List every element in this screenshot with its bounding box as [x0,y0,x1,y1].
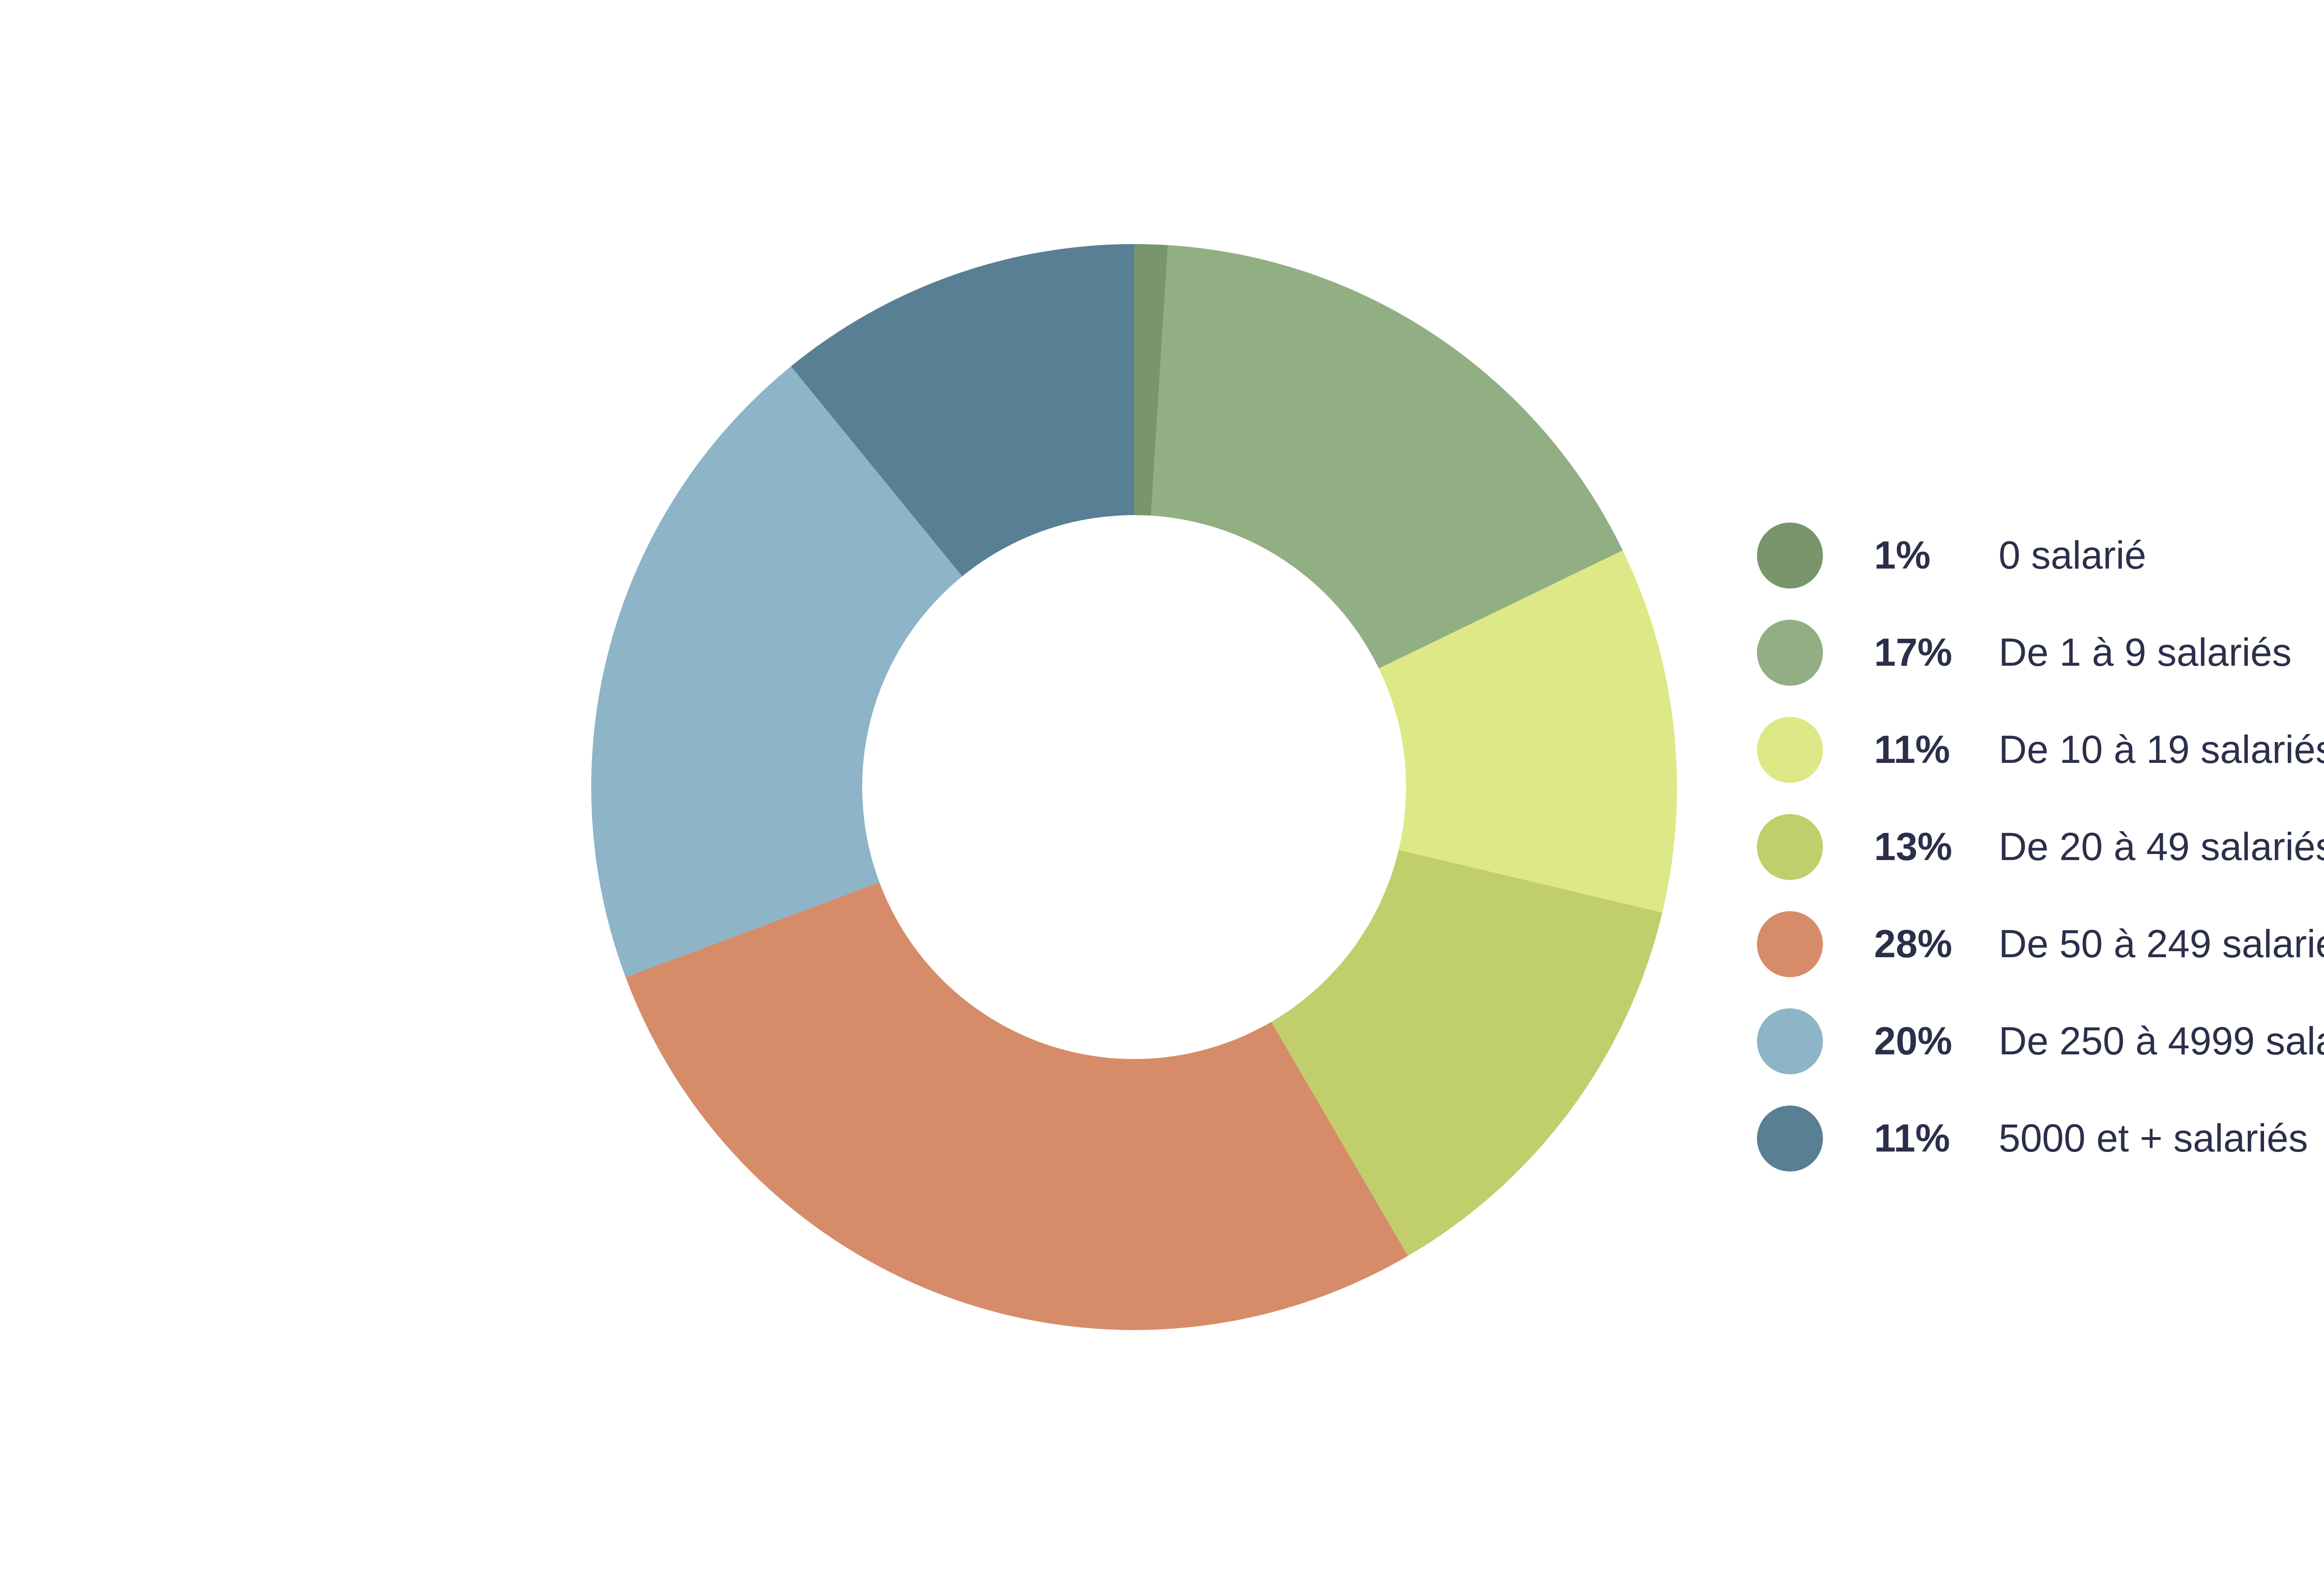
chart-legend: 1% 0 salarié 17% De 1 à 9 salariés 11% De 10 … [1757,507,2324,1187]
legend-label: 5000 et + salariés [1999,1116,2308,1160]
legend-percent: 13% [1874,825,1953,868]
legend-percent: 11% [1874,728,1950,771]
donut-slice [1271,850,1663,1256]
legend-item: 13% De 20 à 49 salariés [1757,798,2324,895]
legend-item: 28% De 50 à 249 salariés [1757,895,2324,993]
donut-slice [625,882,1408,1330]
legend-label: De 20 à 49 salariés [1999,825,2324,868]
legend-percent: 28% [1874,922,1953,966]
donut-slice [1151,245,1623,669]
legend-swatch [1757,814,1823,880]
donut-slice [1134,244,1168,516]
legend-swatch [1757,1008,1823,1074]
donut-slice [591,366,963,977]
legend-item: 1% 0 salarié [1757,507,2324,604]
legend-item: 17% De 1 à 9 salariés [1757,604,2324,701]
legend-item: 20% De 250 à 4999 salariés [1757,993,2324,1090]
legend-swatch [1757,911,1823,977]
legend-percent: 17% [1874,630,1953,674]
legend-label: De 10 à 19 salariés [1999,728,2324,771]
legend-percent: 1% [1874,533,1931,577]
legend-label: De 50 à 249 salariés [1999,922,2324,966]
legend-label: De 1 à 9 salariés [1999,630,2292,674]
legend-swatch [1757,717,1823,783]
legend-swatch [1757,620,1823,686]
legend-swatch [1757,1106,1823,1172]
legend-label: De 250 à 4999 salariés [1999,1019,2324,1063]
legend-item: 11% De 10 à 19 salariés [1757,701,2324,798]
donut-slices [591,244,1677,1330]
donut-slice [791,244,1134,576]
legend-label: 0 salarié [1999,533,2146,577]
legend-percent: 11% [1874,1116,1950,1160]
legend-swatch [1757,523,1823,589]
legend-item: 11% 5000 et + salariés [1757,1090,2324,1187]
legend-percent: 20% [1874,1019,1953,1063]
donut-slice [1379,550,1677,913]
